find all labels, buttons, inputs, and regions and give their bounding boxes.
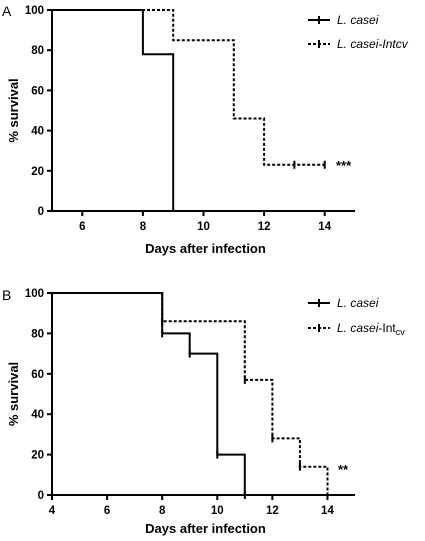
x-tick-label: 8 — [140, 221, 147, 233]
x-tick-label: 4 — [49, 505, 56, 517]
x-tick-label: 12 — [258, 221, 271, 233]
series-line-1 — [52, 9, 175, 211]
y-tick-label: 100 — [25, 288, 44, 300]
y-tick-label: 100 — [25, 5, 44, 17]
y-tick-label: 80 — [31, 328, 44, 340]
x-axis-title: Days after infection — [145, 241, 266, 256]
y-tick-label: 60 — [31, 85, 44, 97]
series-line-2 — [52, 9, 325, 166]
y-tick-label: 40 — [31, 409, 44, 421]
y-axis-title: % survival — [6, 78, 21, 142]
chart-panel-b: B 0 20 40 60 80 100 4 6 8 10 12 14 Days after infecti… — [2, 287, 405, 536]
x-tick-label: 10 — [211, 505, 224, 517]
x-tick-label: 14 — [321, 505, 334, 517]
legend-label-2: L. casei-Intcv — [337, 321, 405, 337]
significance-annotation: ** — [338, 462, 349, 477]
y-tick-label: 80 — [31, 45, 44, 57]
legend-label-2: L. casei-Intcv — [337, 37, 409, 51]
y-tick-label: 0 — [38, 206, 44, 218]
x-tick-label: 14 — [318, 221, 331, 233]
y-tick-label: 20 — [31, 450, 44, 462]
x-axis-title: Days after infection — [145, 521, 266, 536]
series-line-2 — [52, 292, 329, 495]
x-tick-label: 10 — [197, 221, 210, 233]
chart-panel-a: A 0 20 40 60 80 100 6 8 10 12 14 Days after infectio… — [2, 3, 409, 256]
series-line-1 — [52, 292, 246, 495]
x-tick-label: 12 — [266, 505, 279, 517]
y-tick-label: 60 — [31, 369, 44, 381]
x-tick-label: 6 — [79, 221, 85, 233]
y-axis-title: % survival — [6, 362, 21, 426]
legend-label-1: L. casei — [337, 296, 379, 310]
panel-label: B — [2, 287, 11, 303]
x-tick-label: 6 — [104, 505, 110, 517]
x-tick-label: 8 — [159, 505, 166, 517]
y-tick-label: 40 — [31, 126, 44, 138]
panel-label: A — [2, 3, 12, 19]
legend-label-1: L. casei — [337, 13, 379, 27]
y-tick-label: 0 — [38, 490, 44, 502]
y-tick-label: 20 — [31, 166, 44, 178]
significance-annotation: *** — [336, 158, 352, 173]
